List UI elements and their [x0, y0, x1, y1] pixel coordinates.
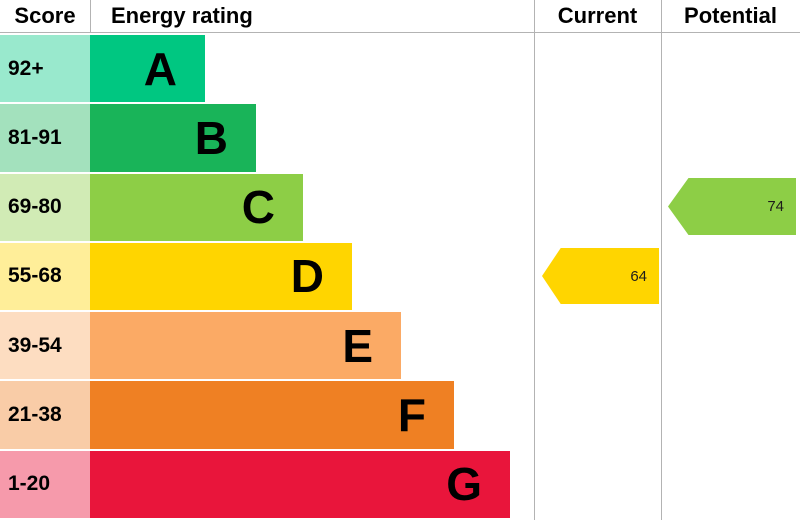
band-bar-b: B: [90, 104, 256, 172]
score-range: 55-68: [0, 242, 90, 311]
header-row: Score Energy rating Current Potential: [0, 0, 800, 33]
band-bar-a: A: [90, 35, 205, 103]
potential-column-divider: [661, 0, 662, 520]
band-row-a: 92+ A: [0, 35, 800, 103]
energy-rating-column-header: Energy rating: [90, 0, 534, 32]
band-row-b: 81-91 B: [0, 104, 800, 172]
current-rating-arrow: 64: [542, 248, 659, 304]
band-bar-f: F: [90, 381, 454, 449]
band-bar-d: D: [90, 242, 352, 311]
band-rows: 92+ A 81-91 B 69-80 C 55-68 D 39-54 E 21…: [0, 33, 800, 520]
band-bar-c: C: [90, 173, 303, 241]
band-bar-e: E: [90, 312, 401, 380]
potential-rating-value: 74: [767, 198, 784, 215]
score-range: 21-38: [0, 381, 90, 449]
score-range: 81-91: [0, 104, 90, 172]
potential-rating-arrow: 74: [668, 178, 796, 235]
score-range: 69-80: [0, 173, 90, 241]
score-column-header: Score: [14, 3, 76, 28]
score-range: 1-20: [0, 450, 90, 518]
band-row-e: 39-54 E: [0, 312, 800, 380]
score-range: 92+: [0, 35, 90, 103]
band-row-g: 1-20 G: [0, 450, 800, 518]
score-range: 39-54: [0, 312, 90, 380]
band-row-c: 69-80 C: [0, 173, 800, 241]
current-column-divider: [534, 0, 535, 520]
band-row-d: 55-68 D: [0, 242, 800, 311]
current-rating-value: 64: [630, 267, 647, 285]
band-row-f: 21-38 F: [0, 381, 800, 449]
current-column-header: Current: [557, 3, 638, 28]
band-bar-g: G: [90, 450, 510, 518]
potential-column-header: Potential: [684, 3, 777, 28]
